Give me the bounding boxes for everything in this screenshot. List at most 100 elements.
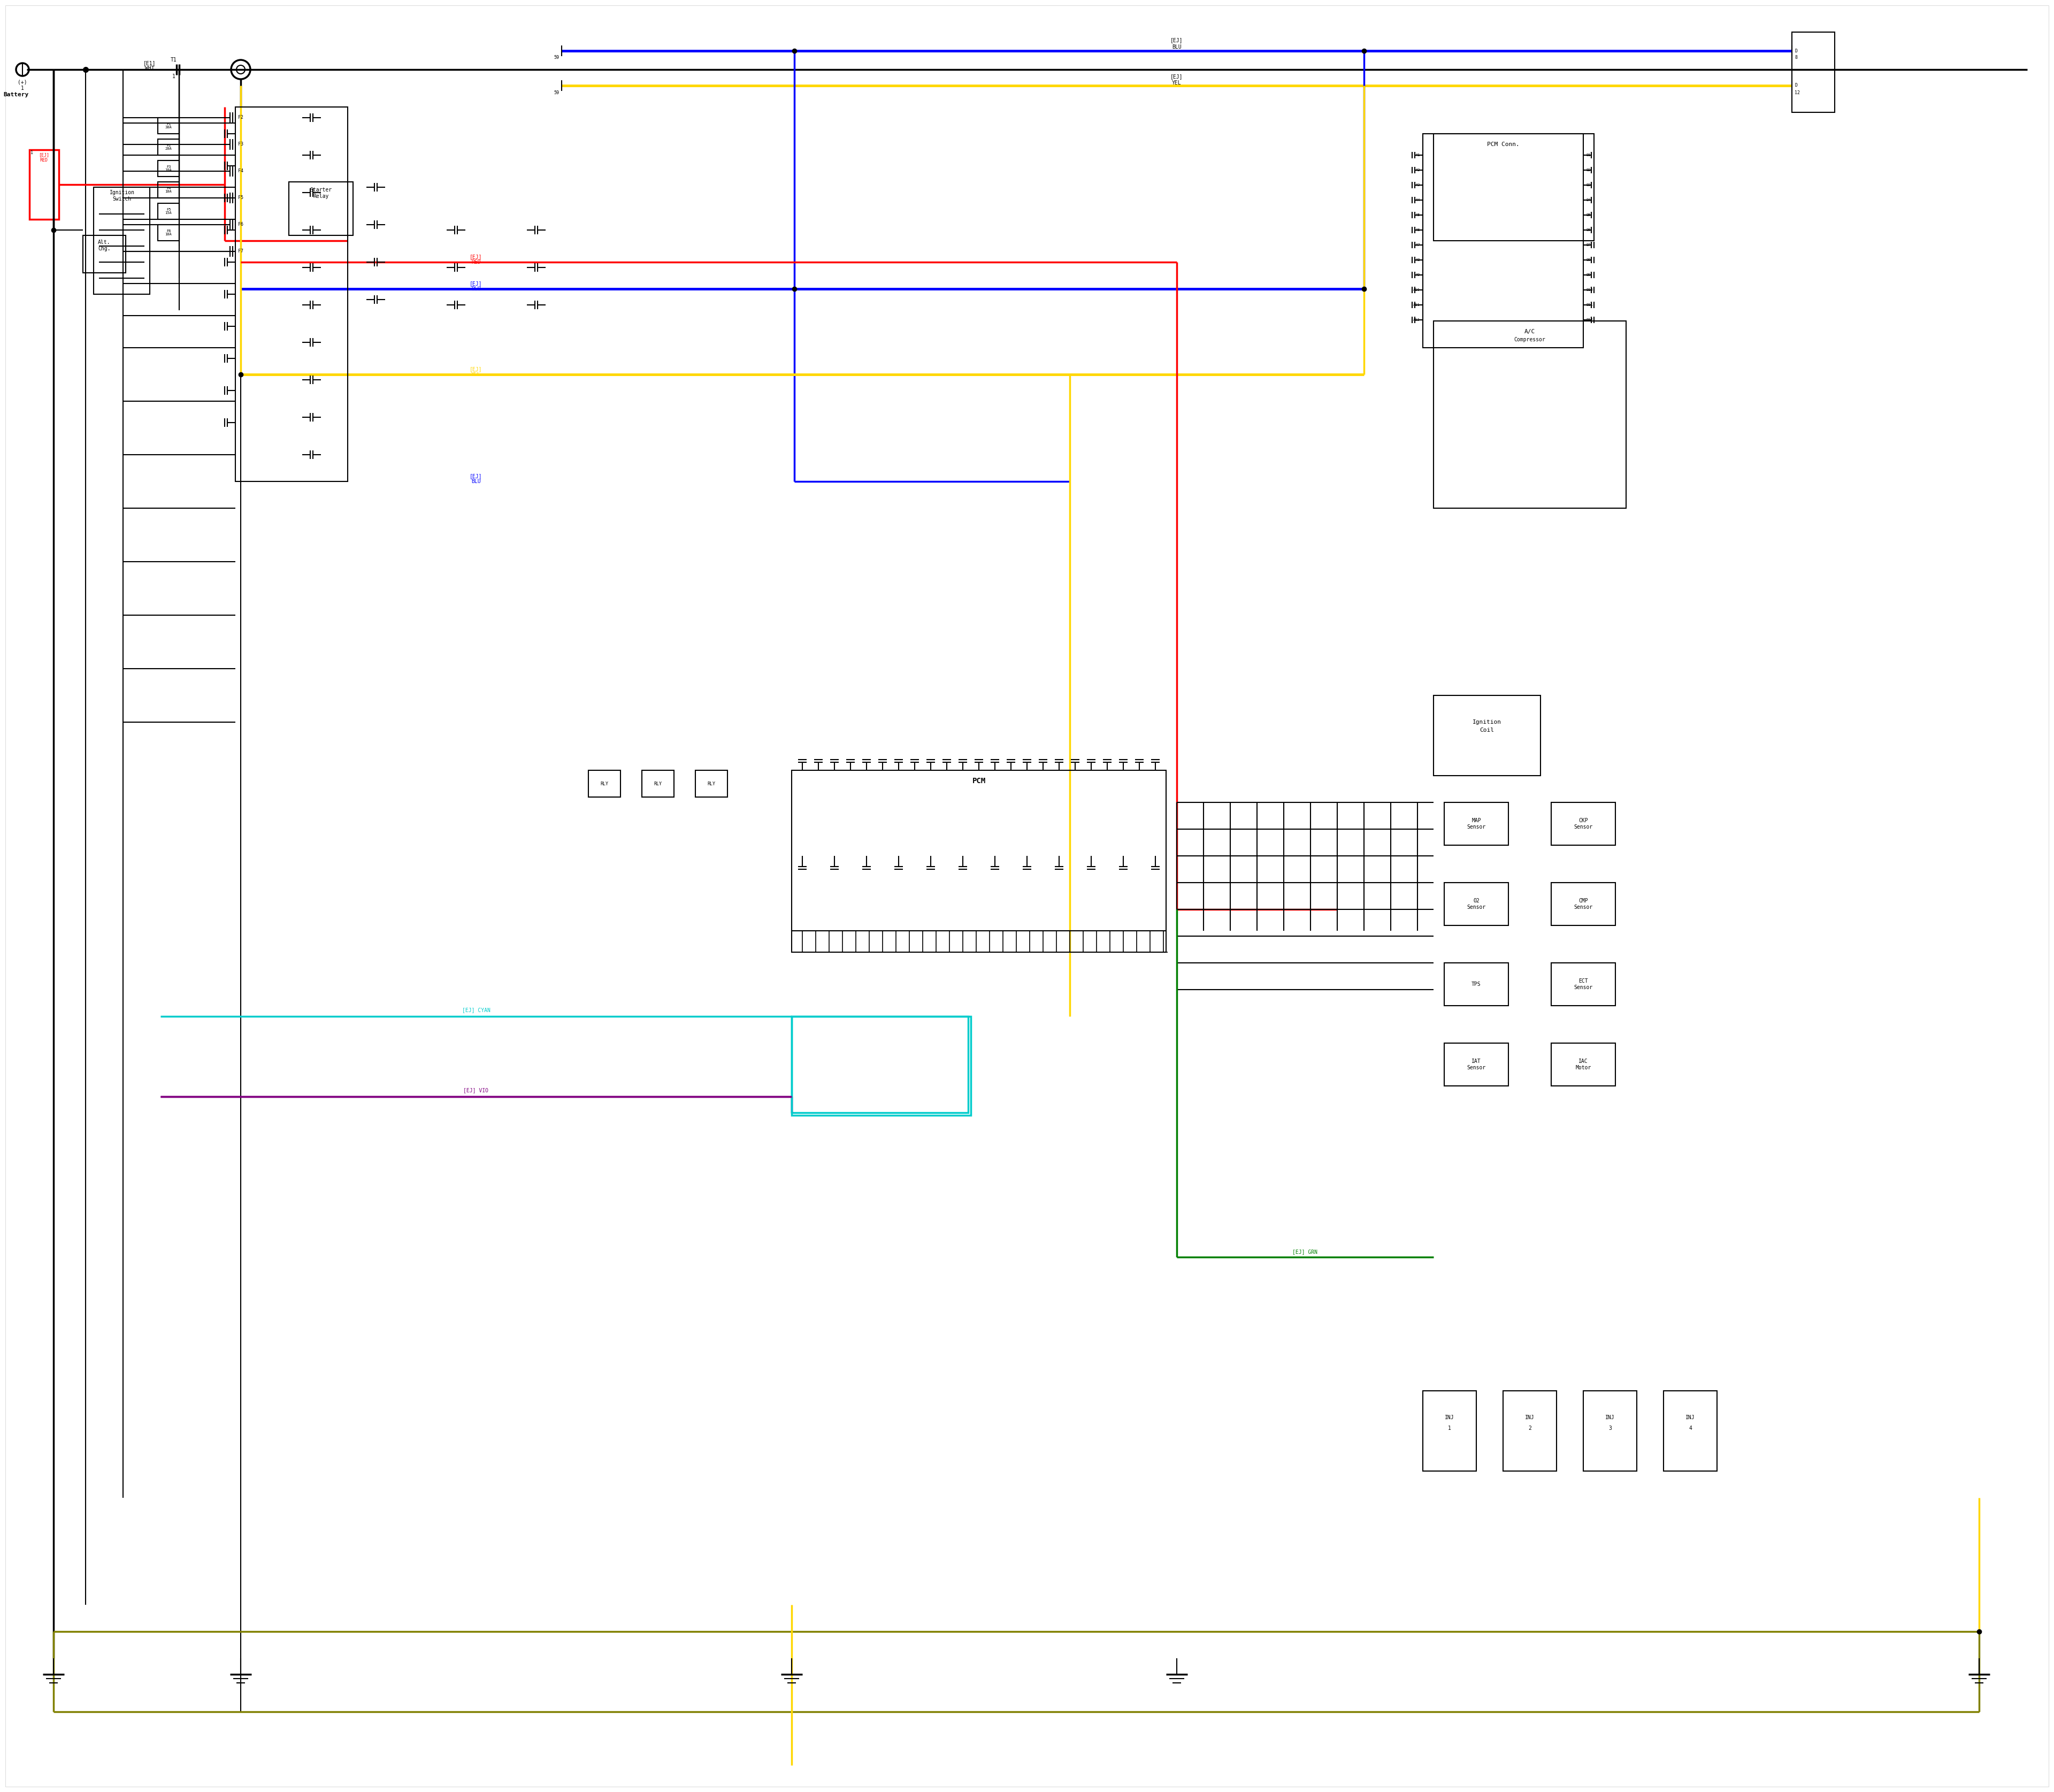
Text: INJ: INJ [1444, 1416, 1454, 1421]
Text: A1: A1 [1415, 154, 1419, 156]
Text: B10: B10 [1586, 289, 1592, 292]
Text: O2: O2 [1473, 898, 1479, 903]
Bar [158, 224, 179, 240]
Text: Starter: Starter [310, 186, 333, 192]
Text: Sensor: Sensor [1467, 1064, 1485, 1070]
Text: ECT: ECT [1580, 978, 1588, 984]
Text: A3: A3 [1415, 183, 1419, 186]
Text: 3: 3 [1608, 1426, 1612, 1432]
Text: RLY: RLY [707, 781, 715, 787]
Text: F6: F6 [238, 222, 242, 228]
Text: A/C: A/C [1524, 330, 1534, 335]
Bar [696, 771, 727, 797]
Text: 59: 59 [555, 56, 559, 61]
Bar [1584, 1391, 1637, 1471]
Text: A10: A10 [1413, 289, 1419, 292]
Bar [587, 771, 620, 797]
Text: [EJ] VIO: [EJ] VIO [464, 1088, 489, 1093]
Text: Switch: Switch [113, 197, 131, 202]
Bar [791, 1016, 967, 1113]
Text: B7: B7 [1586, 244, 1590, 247]
Text: RLY: RLY [600, 781, 608, 787]
Text: A11: A11 [1413, 303, 1419, 306]
Text: F4
10A: F4 10A [164, 186, 173, 194]
Bar [1444, 883, 1508, 925]
Bar [29, 151, 60, 219]
Text: 1: 1 [1448, 1426, 1450, 1432]
Text: [EJ] GRN: [EJ] GRN [1292, 1249, 1319, 1254]
Text: [EJ]: [EJ] [470, 473, 483, 478]
Text: F2: F2 [238, 115, 242, 120]
Text: Sensor: Sensor [1573, 986, 1592, 991]
Text: CMP: CMP [1580, 898, 1588, 903]
Text: F3: F3 [238, 142, 242, 147]
Bar [82, 235, 125, 272]
Text: BLU: BLU [1173, 45, 1181, 50]
Bar [1551, 883, 1614, 925]
Bar [1551, 962, 1614, 1005]
Text: 2: 2 [1528, 1426, 1532, 1432]
Text: Sensor: Sensor [1467, 824, 1485, 830]
Text: F5
15A: F5 15A [164, 208, 173, 215]
Bar [290, 181, 353, 235]
Text: F5: F5 [238, 195, 242, 201]
Text: 1: 1 [31, 151, 33, 154]
Text: F2
20A: F2 20A [164, 143, 173, 151]
Text: A9: A9 [1415, 274, 1419, 276]
Text: [EJ]: [EJ] [470, 254, 483, 260]
Text: D: D [1795, 48, 1797, 54]
Text: BLU: BLU [470, 287, 481, 292]
Text: [EJ]: [EJ] [1171, 73, 1183, 79]
Text: [EJ]: [EJ] [470, 366, 483, 371]
Text: INJ: INJ [1524, 1416, 1534, 1421]
Text: B5: B5 [1586, 213, 1590, 217]
Text: B8: B8 [1586, 258, 1590, 262]
Bar [1423, 134, 1584, 348]
Bar [158, 181, 179, 197]
Text: RLY: RLY [653, 781, 661, 787]
Bar [1504, 1391, 1557, 1471]
Bar [158, 118, 179, 134]
Text: TPS: TPS [1471, 982, 1481, 987]
Bar [1444, 803, 1508, 846]
Text: A2: A2 [1415, 168, 1419, 172]
Text: A7: A7 [1415, 244, 1419, 247]
Bar [791, 771, 1167, 930]
Text: D: D [1795, 82, 1797, 88]
Text: IAT: IAT [1471, 1059, 1481, 1064]
Text: Motor: Motor [1575, 1064, 1592, 1070]
Text: YEL: YEL [1173, 81, 1181, 86]
Bar [1434, 134, 1594, 240]
Text: [EJ]: [EJ] [39, 152, 49, 158]
Text: A6: A6 [1415, 228, 1419, 231]
Text: A8: A8 [1415, 258, 1419, 262]
Text: B3: B3 [1586, 183, 1590, 186]
Text: 1: 1 [21, 86, 25, 91]
Text: 1: 1 [173, 73, 175, 79]
Text: IAC: IAC [1580, 1059, 1588, 1064]
Text: Ignition: Ignition [1473, 719, 1501, 724]
Bar [791, 1016, 972, 1115]
Text: B11: B11 [1586, 303, 1592, 306]
Text: Battery: Battery [4, 91, 29, 97]
Bar [1434, 321, 1627, 509]
Text: [E1]: [E1] [144, 61, 156, 66]
Text: 12: 12 [1795, 90, 1799, 95]
Text: CKP: CKP [1580, 817, 1588, 823]
Text: T1: T1 [170, 57, 177, 63]
Text: PCM Conn.: PCM Conn. [1487, 142, 1520, 147]
Text: Alt.: Alt. [99, 240, 111, 246]
Bar [1444, 1043, 1508, 1086]
Text: Sensor: Sensor [1467, 905, 1485, 910]
Text: Chg.: Chg. [99, 246, 111, 251]
Text: A5: A5 [1415, 213, 1419, 217]
Bar [1423, 1391, 1477, 1471]
Bar [158, 202, 179, 219]
Text: B12: B12 [1586, 319, 1592, 321]
Text: MAP: MAP [1471, 817, 1481, 823]
Text: BLU: BLU [470, 478, 481, 484]
Text: INJ: INJ [1606, 1416, 1614, 1421]
Text: B9: B9 [1586, 274, 1590, 276]
Text: Ignition: Ignition [109, 190, 134, 195]
Text: YEL: YEL [470, 371, 481, 376]
